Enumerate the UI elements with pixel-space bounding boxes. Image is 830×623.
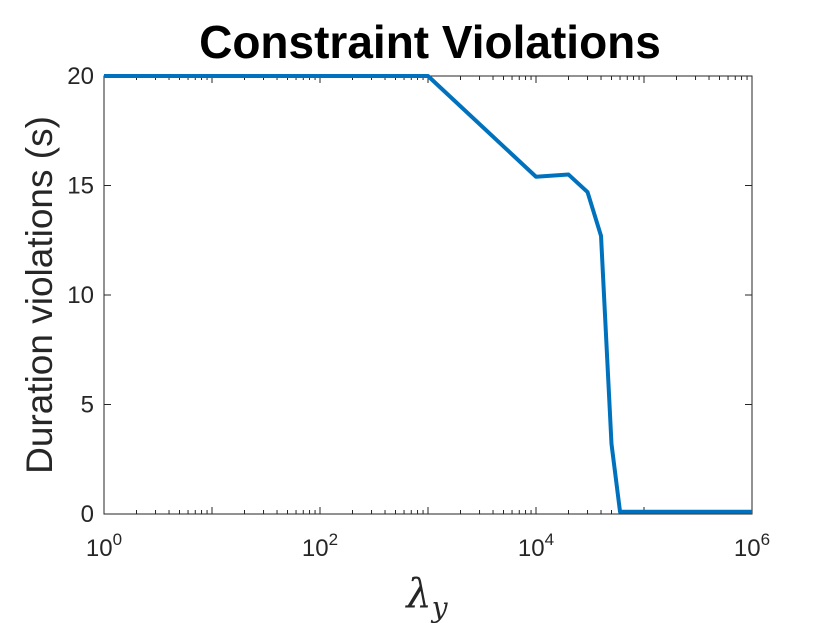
x-tick-label-base: 10 <box>518 535 545 562</box>
x-tick-label-exponent: 2 <box>329 530 338 549</box>
y-tick-label: 0 <box>81 501 94 528</box>
chart-title: Constraint Violations <box>199 16 661 68</box>
x-tick-label-base: 10 <box>302 535 329 562</box>
y-tick-label: 15 <box>67 173 94 200</box>
x-axis-label-main: λ <box>404 571 431 617</box>
x-tick-label-exponent: 4 <box>545 530 554 549</box>
x-tick-label-base: 10 <box>734 535 761 562</box>
series-line <box>104 74 752 514</box>
y-tick-label: 5 <box>81 392 94 419</box>
x-axis-label: λy <box>404 571 448 623</box>
x-tick-label-exponent: 0 <box>113 530 122 549</box>
x-tick-label: 102 <box>302 530 338 562</box>
x-axis-label-subscript: y <box>430 591 449 623</box>
y-tick-label: 10 <box>67 282 94 309</box>
x-tick-label-base: 10 <box>86 535 113 562</box>
axes-box <box>103 75 753 515</box>
x-tick-label: 104 <box>518 530 554 562</box>
x-tick-label-exponent: 6 <box>761 530 770 549</box>
y-axis-label: Duration violations (s) <box>19 116 60 474</box>
x-tick-label: 100 <box>86 530 122 562</box>
x-tick-label: 106 <box>734 530 770 562</box>
y-tick-label: 20 <box>67 63 94 90</box>
